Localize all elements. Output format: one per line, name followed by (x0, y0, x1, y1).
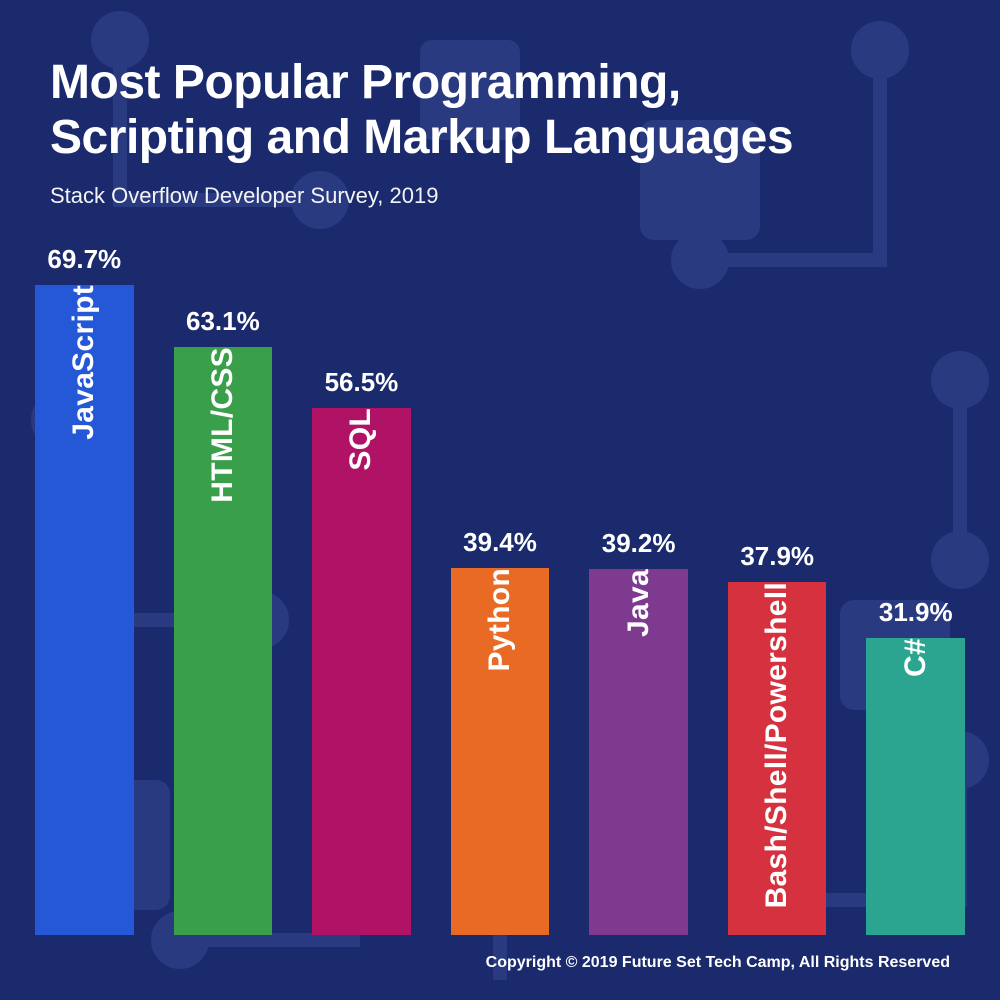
bar-name-label: HTML/CSS (206, 347, 240, 519)
chart-subtitle: Stack Overflow Developer Survey, 2019 (50, 183, 950, 209)
bar-wrap: 37.9% Bash/Shell/Powershell (728, 541, 827, 935)
bar-name-label: Python (483, 568, 517, 687)
bar-name-label: C# (899, 638, 933, 693)
bar: HTML/CSS (174, 347, 273, 935)
bar-wrap: 31.9% C# (866, 597, 965, 935)
bar: SQL (312, 408, 411, 935)
chart-title: Most Popular Programming, Scripting and … (50, 55, 950, 165)
bar: JavaScript (35, 285, 134, 935)
bar-name-label: Java (622, 569, 656, 653)
bar: Bash/Shell/Powershell (728, 582, 827, 935)
bar-value-label: 37.9% (740, 541, 814, 572)
bar-chart: 69.7% JavaScript 63.1% HTML/CSS 56.5% SQL 39.4… (35, 245, 965, 935)
bar-wrap: 69.7% JavaScript (35, 244, 134, 935)
bar-wrap: 39.4% Python (451, 527, 550, 935)
bar-name-label: SQL (344, 408, 378, 487)
bar-name-label: JavaScript (67, 285, 101, 456)
copyright-text: Copyright © 2019 Future Set Tech Camp, A… (486, 954, 950, 972)
infographic-canvas: Most Popular Programming, Scripting and … (0, 0, 1000, 1000)
header: Most Popular Programming, Scripting and … (50, 55, 950, 209)
title-line-1: Most Popular Programming, (50, 56, 681, 109)
bar-value-label: 39.4% (463, 527, 537, 558)
bar: Python (451, 568, 550, 935)
bar: C# (866, 638, 965, 935)
bar: Java (589, 569, 688, 935)
bar-value-label: 56.5% (325, 367, 399, 398)
bar-value-label: 63.1% (186, 306, 260, 337)
bar-wrap: 39.2% Java (589, 528, 688, 935)
bar-value-label: 69.7% (47, 244, 121, 275)
title-line-2: Scripting and Markup Languages (50, 111, 793, 164)
bar-value-label: 39.2% (602, 528, 676, 559)
bar-name-label: Bash/Shell/Powershell (760, 582, 794, 924)
bar-value-label: 31.9% (879, 597, 953, 628)
bar-wrap: 63.1% HTML/CSS (174, 306, 273, 935)
bar-wrap: 56.5% SQL (312, 367, 411, 935)
